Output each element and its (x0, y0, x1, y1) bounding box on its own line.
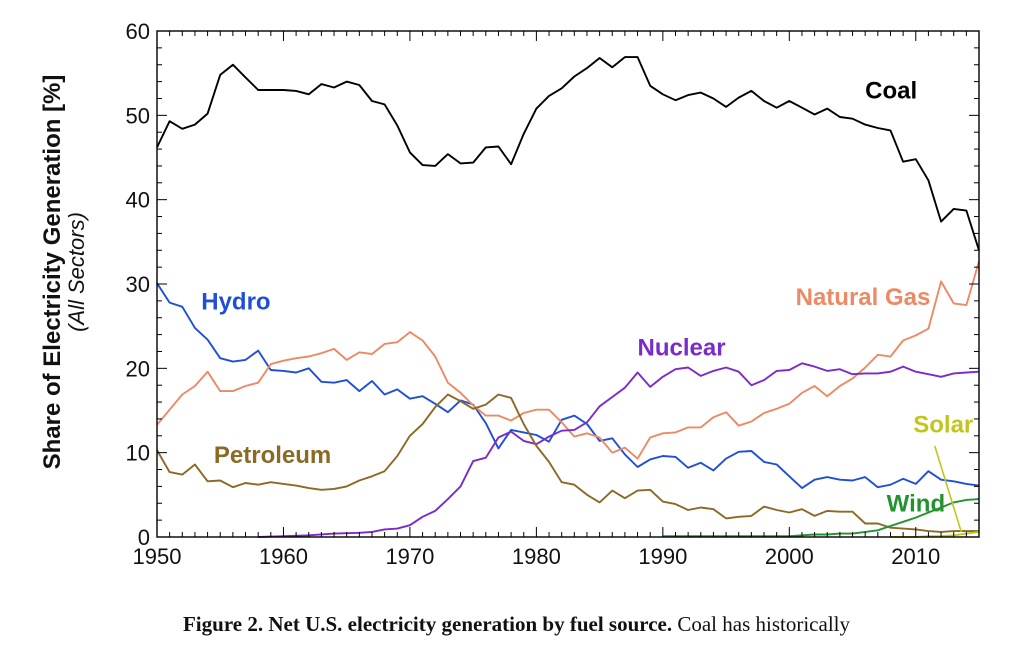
hydro-series-line (156, 282, 980, 490)
coal-series-label: Coal (865, 77, 917, 104)
y-tick-label: 10 (126, 441, 150, 466)
electricity-share-line-chart: Share of Electricity Generation [%] (All… (39, 19, 980, 569)
x-tick-label: 1970 (385, 544, 434, 569)
nuclear-series-line (258, 362, 980, 538)
y-tick-label: 20 (126, 356, 150, 381)
petroleum-series-label: Petroleum (214, 442, 331, 469)
x-tick-label: 2010 (891, 544, 940, 569)
caption-title: Figure 2. Net U.S. electricity generatio… (182, 612, 673, 636)
wind-series-label: Wind (887, 491, 945, 518)
x-tick-label: 1980 (512, 544, 561, 569)
y-axis-title: Share of Electricity Generation [%] (39, 75, 66, 470)
nuclear-series-label: Nuclear (638, 335, 726, 362)
solar-leader-line (933, 445, 963, 533)
figure-caption: Figure 2. Net U.S. electricity generatio… (0, 612, 1033, 637)
petroleum-series-line (156, 393, 979, 533)
caption-text: Coal has historically (672, 612, 850, 636)
x-tick-label: 2000 (765, 544, 814, 569)
hydro-series-label: Hydro (201, 288, 270, 315)
coal-series-line (156, 56, 980, 251)
y-tick-label: 0 (138, 525, 150, 550)
natural-gas-series-label: Natural Gas (796, 284, 931, 311)
x-tick-label: 1960 (259, 544, 308, 569)
y-tick-label: 60 (126, 19, 150, 44)
y-axis-subtitle: (All Sectors) (64, 212, 89, 332)
y-axis-title-group: Share of Electricity Generation [%] (All… (39, 75, 89, 470)
series-labels-layer: Coal Hydro Natural Gas Nuclear Petroleum Wind… (201, 77, 973, 533)
x-tick-label: 1990 (638, 544, 687, 569)
y-tick-label: 50 (126, 103, 150, 128)
y-tick-label: 30 (126, 272, 150, 297)
y-tick-label: 40 (126, 188, 150, 213)
axes-layer: 1950 1960 1970 1980 1990 2000 2010 0 10 20 30 40 50 6… (126, 19, 980, 569)
solar-series-label: Solar (913, 411, 973, 438)
x-tick-label: 1950 (133, 544, 182, 569)
solar-series-line (890, 530, 980, 538)
